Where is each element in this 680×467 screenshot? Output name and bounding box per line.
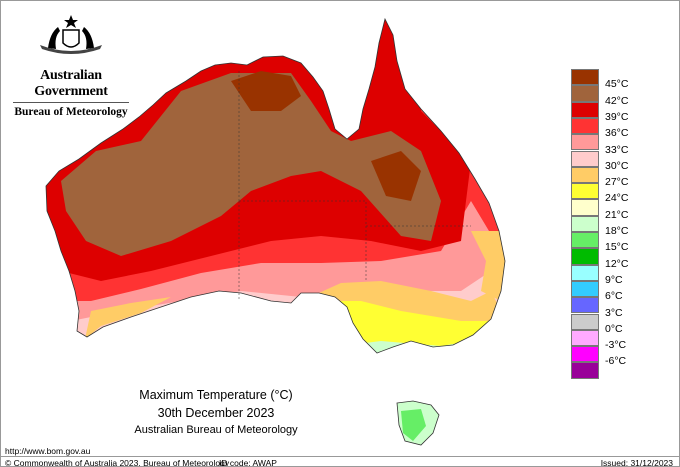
bureau-name: Bureau of Meteorology [14,106,128,118]
legend-swatch [571,199,599,216]
copyright-text: © Commonwealth of Australia 2023, Bureau… [5,458,230,467]
band-42 [61,73,441,256]
legend-swatch [571,183,599,200]
legend-swatch [571,134,599,151]
issued-date: Issued: 31/12/2023 [600,458,673,467]
legend-label: -3°C [605,339,627,352]
legend-swatch [571,297,599,314]
map-title-block: Maximum Temperature (°C) 30th December 2… [111,386,321,438]
government-name: Australian Government [34,68,108,99]
legend-swatch [571,150,599,167]
band-27-sw [85,297,171,339]
footer-divider [1,456,679,457]
legend-swatch [571,232,599,249]
map-source: Australian Bureau of Meteorology [134,424,298,436]
legend-label: 0°C [605,322,623,335]
legend-swatch [571,346,599,363]
legend-label: 15°C [605,241,629,254]
legend-swatch [571,264,599,281]
legend-label: 3°C [605,306,623,319]
legend-label: 45°C [605,78,629,91]
bom-url-link[interactable]: http://www.bom.gov.au [5,446,91,456]
coat-of-arms-icon [40,15,102,54]
legend-swatch [571,329,599,347]
legend-swatch [571,69,599,86]
band-45 [231,71,301,111]
legend-swatch [571,117,599,135]
id-code: ID code: AWAP [219,458,277,467]
legend-swatch [571,280,599,298]
legend-swatch [571,215,599,232]
legend-label: 39°C [605,110,629,123]
legend-label: 36°C [605,127,629,140]
legend-label: 33°C [605,143,629,156]
legend-label: 24°C [605,192,629,205]
band-27-east [471,231,505,301]
header-divider [13,102,129,103]
state-borders [238,71,471,301]
legend-label: 6°C [605,290,623,303]
legend-label: 12°C [605,257,629,270]
legend-swatch [571,362,599,379]
band-45b [371,151,421,201]
map-title: Maximum Temperature (°C) [139,388,293,402]
legend-label: 21°C [605,208,629,221]
legend-swatch [571,248,599,265]
legend-label: 27°C [605,176,629,189]
tasmania-band-15 [401,409,426,441]
legend-swatch [571,101,599,118]
map-date: 30th December 2023 [157,406,275,420]
legend-label: 18°C [605,225,629,237]
legend-label: 42°C [605,94,629,107]
legend-label: 30°C [605,159,629,172]
legend-swatch [571,313,599,330]
legend-label: 9°C [605,273,623,286]
legend-swatch [571,166,599,184]
government-logo: Australian Government Bureau of Meteorol… [9,13,133,118]
legend-swatch [571,85,599,102]
legend-label: -6°C [605,355,627,368]
